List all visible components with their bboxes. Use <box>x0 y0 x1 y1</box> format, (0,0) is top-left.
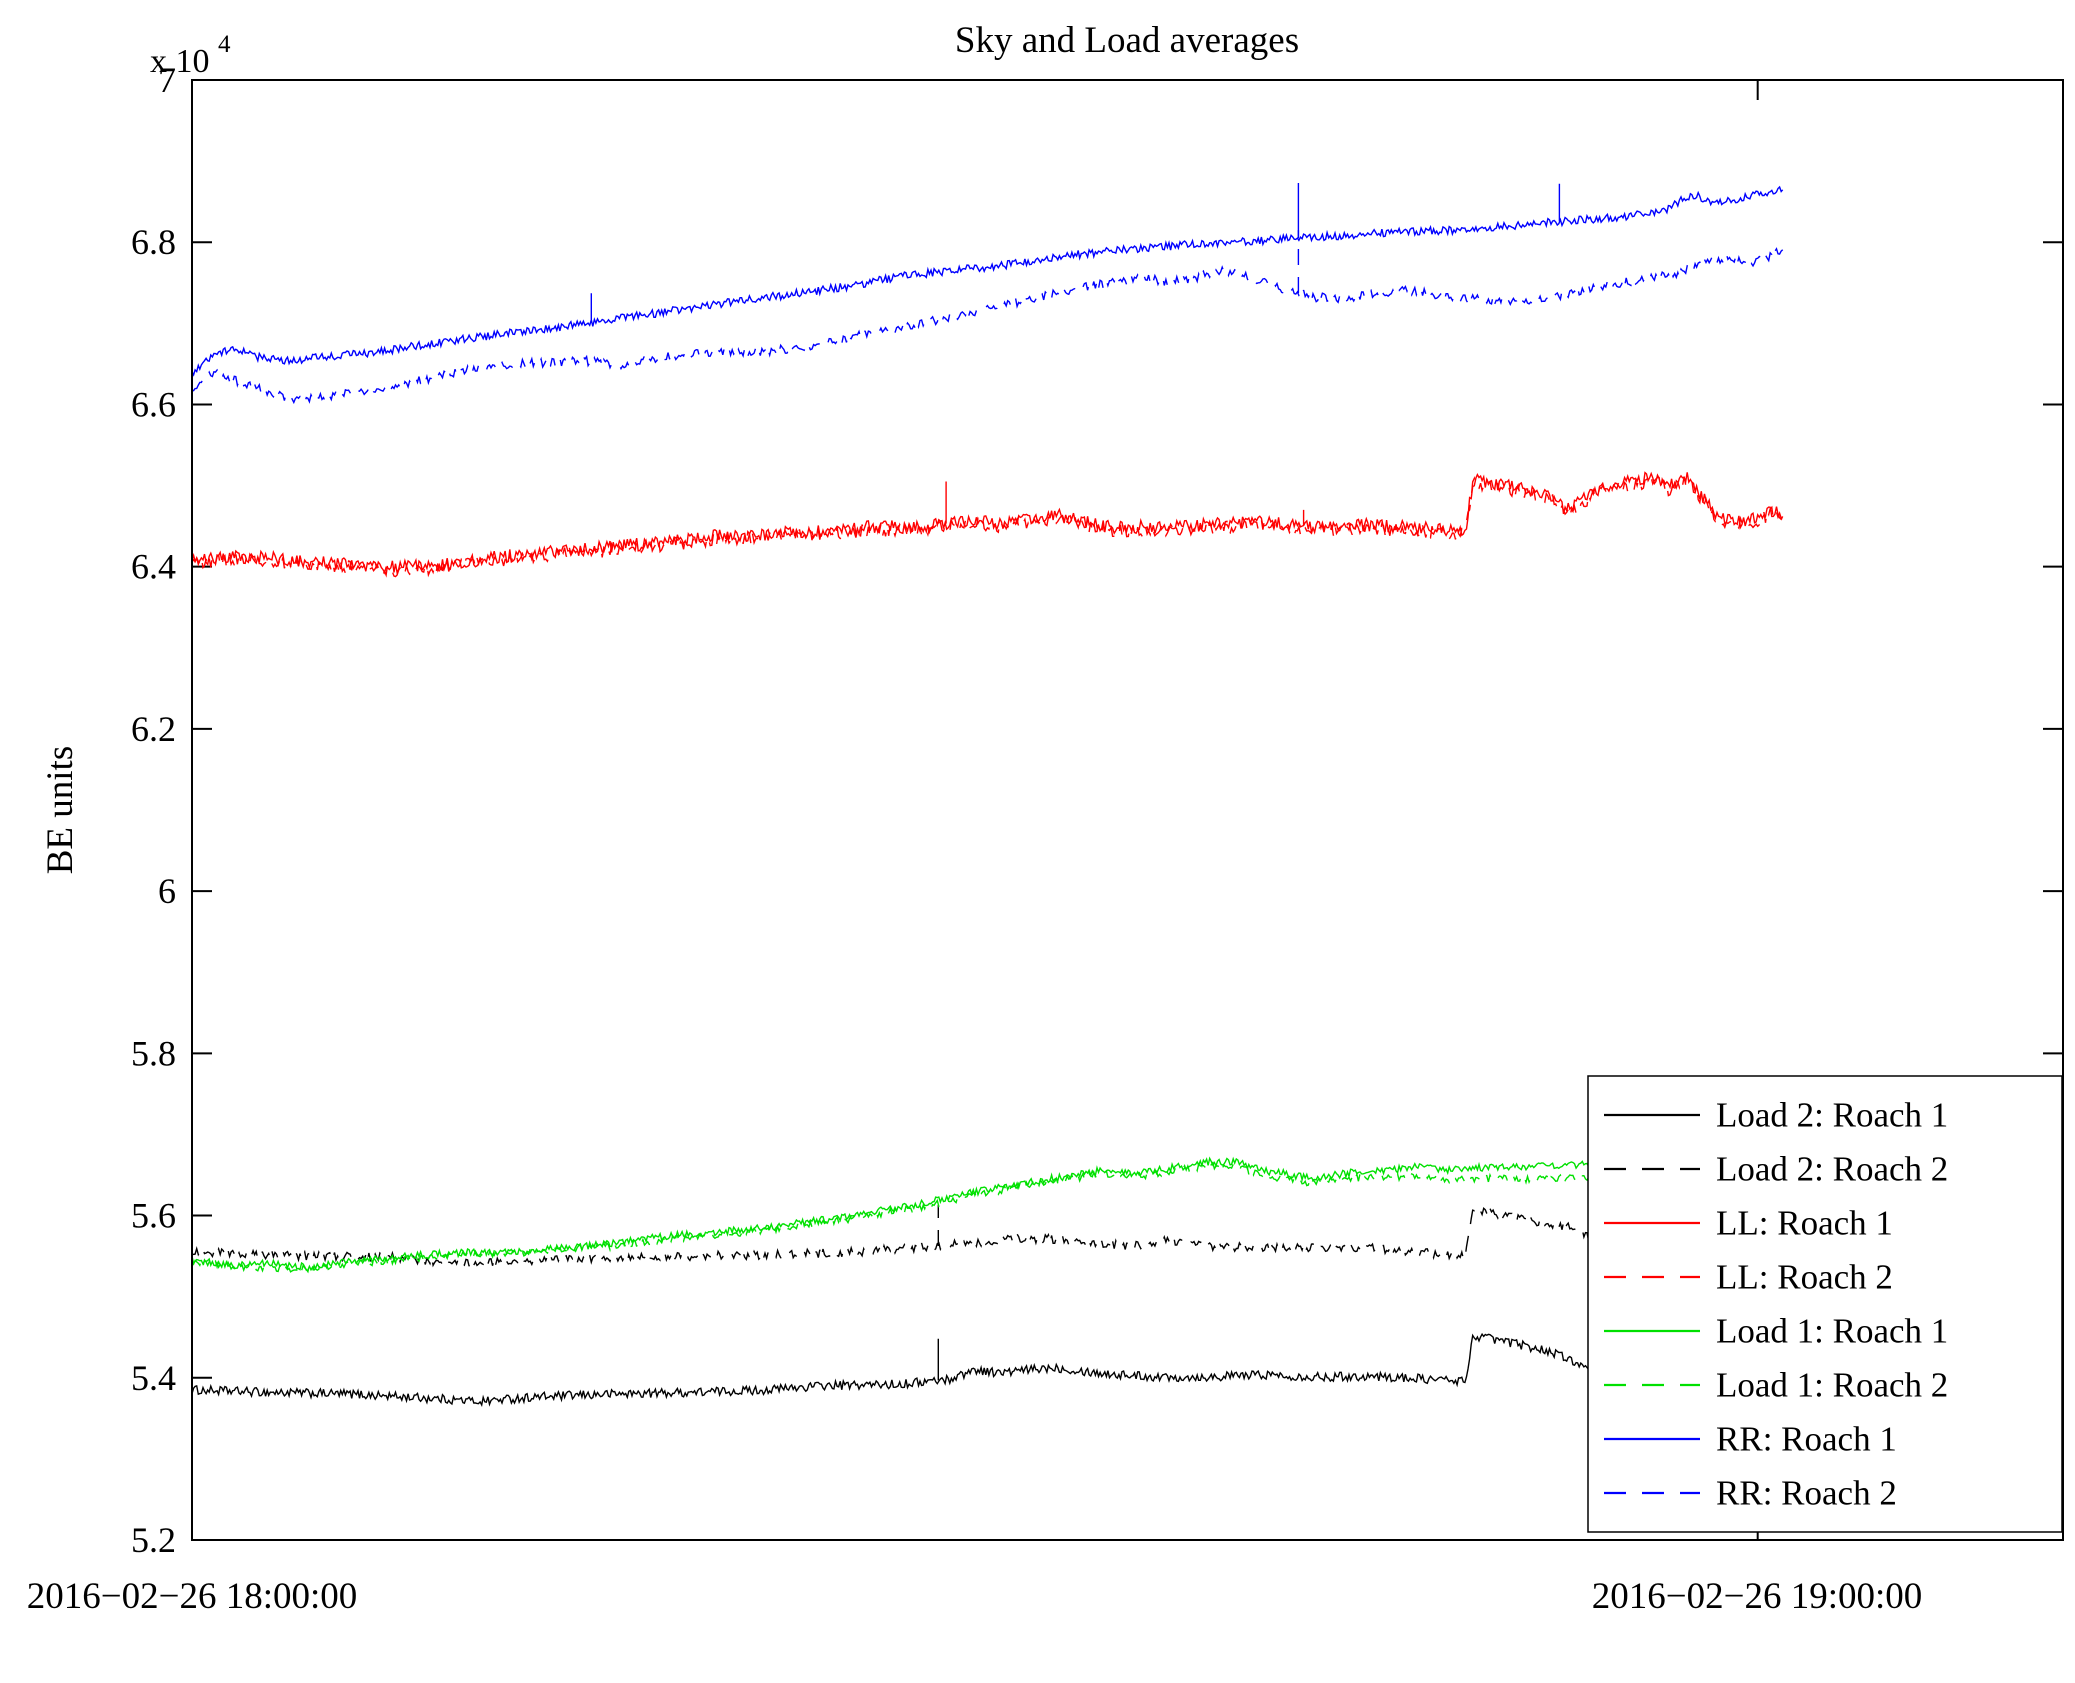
legend-label: RR: Roach 1 <box>1716 1420 1897 1459</box>
series-ll-roach-2 <box>191 475 1784 578</box>
y-tick-label-5.8: 5.8 <box>131 1033 176 1073</box>
series-rr-roach-2 <box>191 230 1784 405</box>
plot-border <box>191 79 2064 1541</box>
y-tick-label-6.4: 6.4 <box>131 547 176 587</box>
y-tick-label-5.6: 5.6 <box>131 1196 176 1236</box>
y-tick-label-6.6: 6.6 <box>131 384 176 424</box>
y-tick-label-6.2: 6.2 <box>131 709 176 749</box>
y-axis-multiplier-exponent: 4 <box>218 31 231 58</box>
x-tick-label-start: 2016−02−26 18:00:00 <box>27 1576 358 1617</box>
series-load-1-roach-2 <box>191 1160 1784 1275</box>
legend-label: LL: Roach 2 <box>1716 1258 1893 1297</box>
legend-entry-load-1-roach-2: Load 1: Roach 2 <box>1604 1366 1948 1405</box>
legend-label: Load 2: Roach 2 <box>1716 1150 1948 1189</box>
series-load-2-roach-1 <box>191 1332 1784 1407</box>
series-load-1-roach-1 <box>191 1154 1784 1272</box>
legend-label: LL: Roach 1 <box>1716 1204 1893 1243</box>
legend: Load 2: Roach 1 Load 2: Roach 2 LL: Roach … <box>1587 1075 2063 1533</box>
y-tick-label-5.2: 5.2 <box>131 1520 176 1560</box>
legend-label: RR: Roach 2 <box>1716 1474 1897 1513</box>
legend-box <box>1587 1075 2063 1533</box>
legend-entry-load-2-roach-2: Load 2: Roach 2 <box>1604 1150 1948 1189</box>
legend-entry-ll-roach-1: LL: Roach 1 <box>1604 1204 1893 1243</box>
series-rr-roach-1 <box>191 183 1784 377</box>
plot-area: 5.2 5.4 5.6 5.8 6 6.2 6.4 6.6 6.8 7 Load 2: Roach … <box>131 60 2064 1560</box>
series-load-2-roach-2 <box>191 1205 1784 1269</box>
chart-title: Sky and Load averages <box>955 20 1299 61</box>
legend-label: Load 1: Roach 2 <box>1716 1366 1948 1405</box>
y-axis-label: BE units <box>40 746 81 875</box>
legend-entry-ll-roach-2: LL: Roach 2 <box>1604 1258 1893 1297</box>
legend-entry-rr-roach-2: RR: Roach 2 <box>1604 1474 1897 1513</box>
legend-entry-load-1-roach-1: Load 1: Roach 1 <box>1604 1312 1948 1351</box>
y-tick-label-6: 6 <box>158 871 176 911</box>
y-axis-multiplier-base: x 10 <box>150 43 210 80</box>
series-ll-roach-1 <box>191 471 1784 575</box>
legend-entry-load-2-roach-1: Load 2: Roach 1 <box>1604 1096 1948 1135</box>
y-tick-label-5.4: 5.4 <box>131 1358 176 1398</box>
legend-label: Load 2: Roach 1 <box>1716 1096 1948 1135</box>
y-axis-multiplier: x 10 4 <box>150 31 231 80</box>
y-tick-label-7: 7 <box>158 60 176 100</box>
x-tick-label-end: 2016−02−26 19:00:00 <box>1592 1576 1923 1617</box>
y-tick-label-6.8: 6.8 <box>131 222 176 262</box>
legend-label: Load 1: Roach 1 <box>1716 1312 1948 1351</box>
legend-entry-rr-roach-1: RR: Roach 1 <box>1604 1420 1897 1459</box>
